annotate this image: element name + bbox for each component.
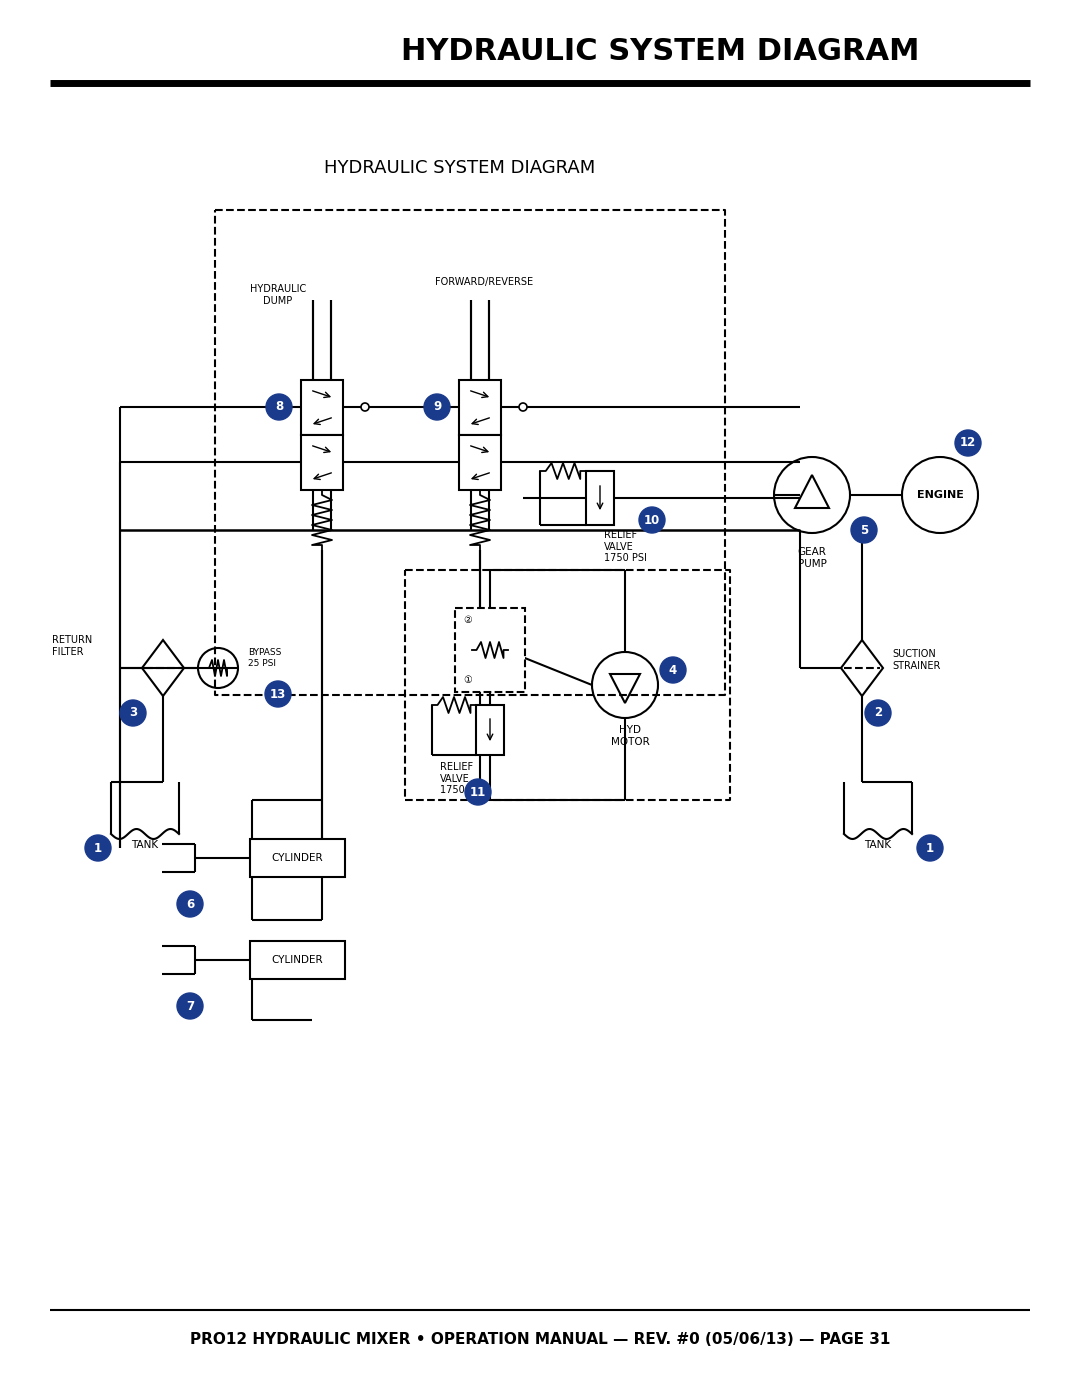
- Circle shape: [85, 835, 111, 861]
- Circle shape: [177, 891, 203, 916]
- Text: BYPASS
25 PSI: BYPASS 25 PSI: [248, 648, 282, 668]
- Text: HYDRAULIC SYSTEM DIAGRAM: HYDRAULIC SYSTEM DIAGRAM: [401, 38, 919, 67]
- Text: 13: 13: [270, 687, 286, 700]
- Text: 1: 1: [926, 841, 934, 855]
- Circle shape: [865, 700, 891, 726]
- Text: HYDRAULIC
DUMP: HYDRAULIC DUMP: [249, 284, 306, 306]
- Circle shape: [433, 402, 441, 411]
- Circle shape: [266, 394, 292, 420]
- Text: PRO12 HYDRAULIC MIXER • OPERATION MANUAL — REV. #0 (05/06/13) — PAGE 31: PRO12 HYDRAULIC MIXER • OPERATION MANUAL…: [190, 1333, 890, 1348]
- Text: 9: 9: [433, 401, 441, 414]
- Text: 3: 3: [129, 707, 137, 719]
- Text: 10: 10: [644, 514, 660, 527]
- Text: SUCTION
STRAINER: SUCTION STRAINER: [892, 650, 941, 671]
- Bar: [249, 840, 345, 877]
- Circle shape: [177, 993, 203, 1018]
- Circle shape: [917, 835, 943, 861]
- Text: GEAR
PUMP: GEAR PUMP: [797, 548, 826, 569]
- Text: 5: 5: [860, 524, 868, 536]
- Circle shape: [639, 507, 665, 534]
- Text: 4: 4: [669, 664, 677, 676]
- Text: CYLINDER: CYLINDER: [271, 854, 323, 863]
- Text: RETURN
FILTER: RETURN FILTER: [52, 636, 92, 657]
- Bar: [586, 471, 615, 525]
- Text: ①: ①: [463, 675, 472, 685]
- Text: FORWARD/REVERSE: FORWARD/REVERSE: [435, 277, 534, 286]
- Text: 2: 2: [874, 707, 882, 719]
- Circle shape: [120, 700, 146, 726]
- Text: HYD
MOTOR: HYD MOTOR: [610, 725, 649, 746]
- Circle shape: [851, 517, 877, 543]
- Text: HYDRAULIC SYSTEM DIAGRAM: HYDRAULIC SYSTEM DIAGRAM: [324, 159, 596, 177]
- Text: RELIEF
VALVE
1750 PSI: RELIEF VALVE 1750 PSI: [604, 529, 647, 563]
- Text: 8: 8: [275, 401, 283, 414]
- Text: 6: 6: [186, 897, 194, 911]
- Circle shape: [275, 402, 283, 411]
- Text: ENGINE: ENGINE: [917, 490, 963, 500]
- Circle shape: [955, 430, 981, 455]
- Bar: [459, 434, 501, 490]
- Circle shape: [361, 402, 369, 411]
- Bar: [301, 434, 343, 490]
- Bar: [301, 380, 343, 434]
- Text: 1: 1: [94, 841, 103, 855]
- Circle shape: [424, 394, 450, 420]
- Circle shape: [519, 402, 527, 411]
- Circle shape: [265, 680, 291, 707]
- Text: ②: ②: [463, 615, 472, 624]
- Text: CYLINDER: CYLINDER: [271, 956, 323, 965]
- Bar: [476, 705, 504, 754]
- Text: 12: 12: [960, 436, 976, 450]
- Text: 11: 11: [470, 785, 486, 799]
- Text: TANK: TANK: [132, 840, 159, 849]
- Circle shape: [660, 657, 686, 683]
- Text: RELIEF
VALVE
1750 PSI: RELIEF VALVE 1750 PSI: [440, 761, 483, 795]
- Bar: [455, 608, 525, 692]
- Circle shape: [465, 780, 491, 805]
- Bar: [459, 380, 501, 434]
- Bar: [249, 942, 345, 979]
- Text: 7: 7: [186, 999, 194, 1013]
- Text: TANK: TANK: [864, 840, 892, 849]
